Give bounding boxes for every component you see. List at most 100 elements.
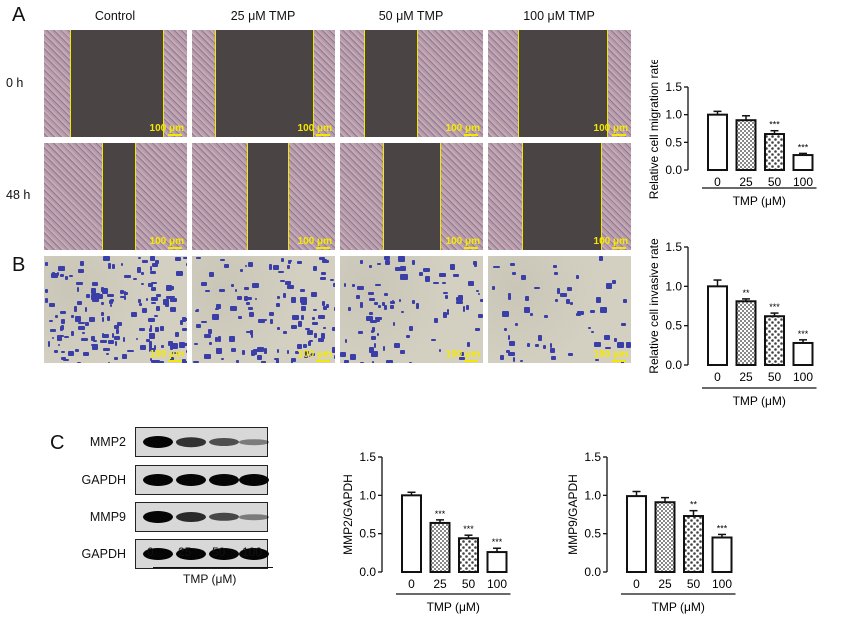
wound-gap (247, 143, 289, 250)
wound-image: 100 μm (44, 143, 187, 250)
significance-marker: *** (769, 302, 780, 312)
bar-100 (486, 551, 508, 573)
column-title-25: 25 μM TMP (230, 9, 296, 23)
x-tick-label: 50 (768, 175, 782, 189)
y-tick-label: 0.0 (584, 565, 601, 579)
significance-marker: *** (798, 142, 809, 152)
lane-label: 25 (178, 545, 192, 559)
y-tick-label: 1.0 (665, 279, 682, 293)
panel-label-b: B (12, 254, 26, 276)
x-tick-label: 25 (658, 577, 672, 591)
x-tick-label: 50 (768, 370, 782, 384)
blot-band (239, 514, 269, 520)
blot-band (209, 512, 239, 522)
bar-25 (654, 501, 676, 573)
y-tick-label: 0.5 (359, 527, 376, 541)
wound-image: 100 μm (44, 30, 187, 137)
scale-bar-label: 100 μm (149, 236, 184, 249)
y-axis-label: Relative cell invasive rate (647, 238, 661, 374)
blot-strip-gapdh (135, 465, 269, 495)
scale-bar-label: 100 μm (297, 123, 332, 136)
blot-label: MMP9 (89, 510, 126, 524)
y-tick-label: 0.0 (359, 565, 376, 579)
wound-image: 100 μm (340, 143, 483, 250)
x-tick-label: 25 (433, 577, 447, 591)
significance-marker: ** (690, 500, 698, 510)
blot-band (143, 511, 173, 523)
invasion-image: 100 μm (340, 256, 483, 363)
y-tick-label: 1.5 (665, 240, 682, 254)
blot-band (176, 437, 206, 447)
bar-100 (711, 536, 733, 573)
blot-band (239, 548, 269, 560)
blot-label: GAPDH (81, 473, 126, 487)
x-tick-label: 50 (462, 577, 476, 591)
x-tick-label: 100 (793, 175, 813, 189)
bar-100 (792, 154, 814, 171)
blot-strip-mmp9 (135, 502, 269, 532)
wound-gap (215, 30, 314, 137)
y-tick-label: 0.0 (665, 358, 682, 372)
scale-bar-label: 100 μm (445, 349, 480, 362)
x-tick-label: 0 (633, 577, 640, 591)
wound-gap (518, 30, 608, 137)
y-tick-label: 1.5 (665, 80, 682, 94)
bar-25 (735, 300, 757, 366)
y-tick-label: 0.5 (665, 319, 682, 333)
bar-50 (683, 515, 704, 573)
bar-0 (707, 285, 728, 366)
lane-label: 0 (147, 545, 154, 559)
blot-band (239, 474, 269, 486)
significance-marker: *** (717, 523, 728, 533)
y-tick-label: 1.5 (584, 450, 601, 464)
x-tick-label: 100 (487, 577, 507, 591)
bar-0 (707, 113, 728, 171)
bar-0 (401, 494, 422, 573)
wound-gap (70, 30, 164, 137)
blot-band (209, 548, 239, 560)
x-tick-label: 50 (687, 577, 701, 591)
blot-band (209, 438, 239, 446)
bar-50 (764, 133, 785, 171)
blot-band (239, 439, 269, 445)
wound-image: 100 μm (488, 143, 631, 250)
x-tick-label: 0 (714, 175, 721, 189)
significance-marker: ** (742, 288, 750, 298)
significance-marker: *** (798, 329, 809, 339)
blot-strip-gapdh (135, 539, 269, 569)
wound-image: 100 μm (488, 30, 631, 137)
lane-label: 100 (242, 545, 263, 559)
y-tick-label: 1.0 (665, 108, 682, 122)
wound-image: 100 μm (192, 143, 335, 250)
migration-chart: 0.0 0.5 1.0 1.5 Relative cell migration rate… (647, 60, 817, 208)
invasion-image: 100 μm (488, 256, 631, 363)
blot-label: GAPDH (81, 547, 126, 561)
scale-bar-label: 100 μm (593, 349, 628, 362)
scale-bar-label: 100 μm (297, 349, 332, 362)
y-tick-label: 0.0 (665, 163, 682, 177)
y-axis-label: MMP2/GAPDH (341, 474, 355, 555)
scale-bar-label: 100 μm (149, 123, 184, 136)
blot-label: MMP2 (89, 435, 126, 449)
y-axis-label: MMP9/GAPDH (566, 474, 580, 555)
x-axis-label: TMP (μM) (733, 394, 786, 408)
x-axis-label: TMP (μM) (652, 600, 705, 614)
bar-25 (429, 521, 451, 573)
invasion-image: 100 μm (44, 256, 187, 363)
y-tick-label: 0.5 (665, 135, 682, 149)
significance-marker: *** (435, 509, 446, 519)
blot-xlabel: TMP (μM) (183, 572, 237, 586)
x-tick-label: 25 (739, 175, 753, 189)
scale-bar-label: 100 μm (297, 236, 332, 249)
blot-band (143, 548, 173, 560)
bar-50 (764, 315, 785, 367)
mmp9-chart: 0.0 0.5 1.0 1.5 MMP9/GAPDH 0 25 ** 50 *** 100 TMP (… (566, 450, 736, 614)
y-axis-label: Relative cell migration rate (647, 60, 661, 199)
y-tick-label: 0.5 (584, 527, 601, 541)
invasion-chart: 0.0 0.5 1.0 1.5 Relative cell invasive rate 0… (647, 238, 817, 408)
y-tick-label: 1.5 (359, 450, 376, 464)
blot-strip-mmp2 (135, 427, 269, 457)
wound-gap (102, 143, 136, 250)
wound-image: 100 μm (340, 30, 483, 137)
blot-band (143, 474, 173, 486)
